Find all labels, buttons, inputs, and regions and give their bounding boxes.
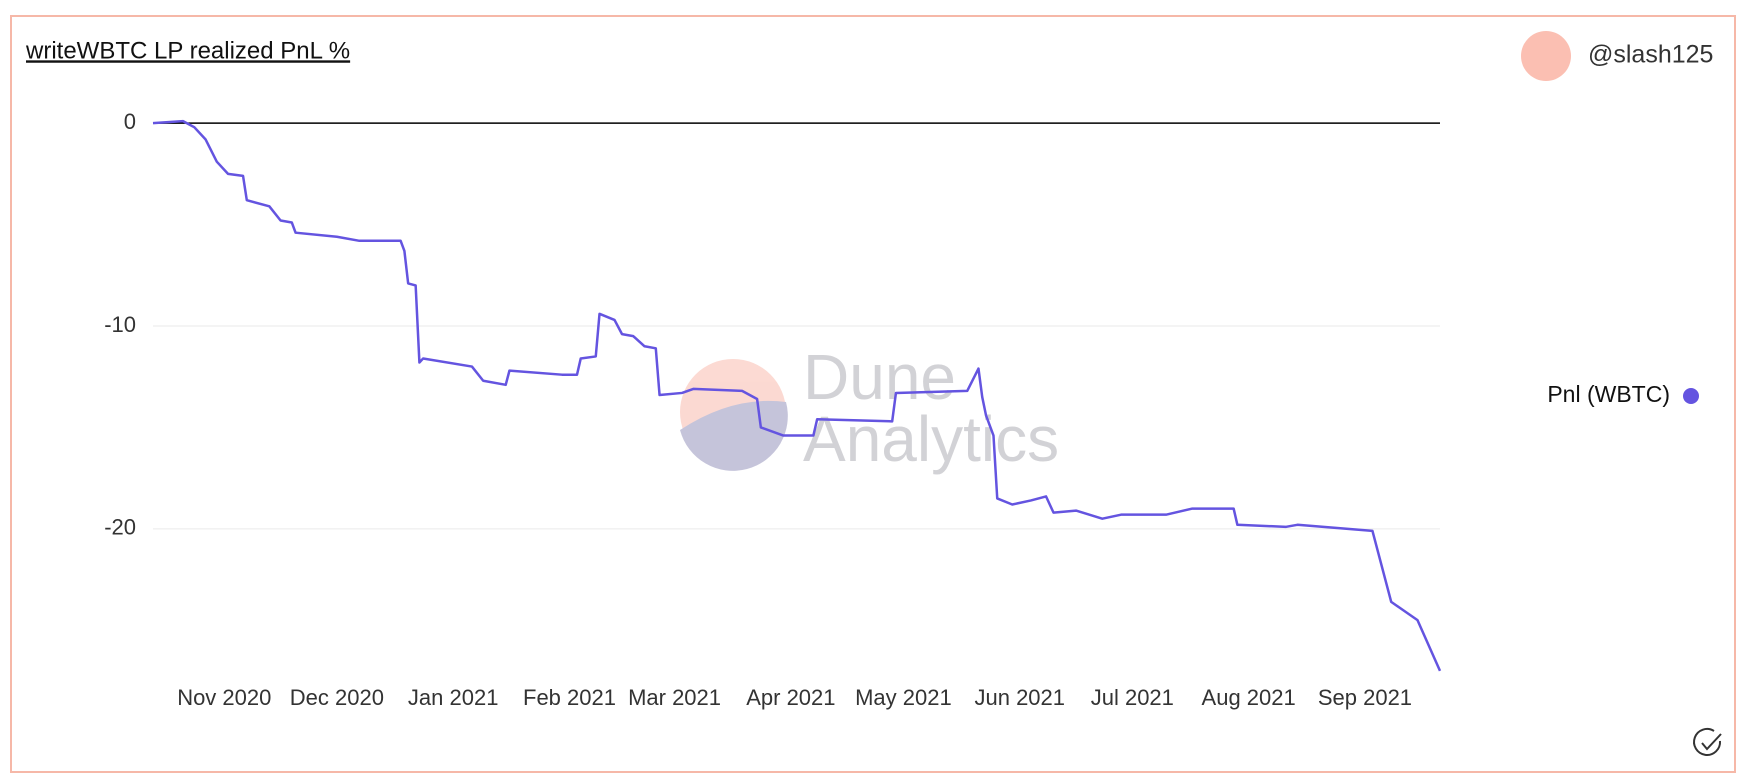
chart-title: writeWBTC LP realized PnL % [25,37,350,64]
y-tick-label: -10 [104,312,136,337]
x-tick-label: Apr 2021 [746,685,835,710]
watermark-logo [680,359,788,471]
x-tick-label: May 2021 [855,685,952,710]
x-tick-label: Aug 2021 [1202,685,1296,710]
y-tick-label: -20 [104,515,136,540]
author: @slash125 [1588,41,1713,69]
y-tick-label: 0 [124,109,136,134]
check-icon [1693,728,1722,756]
series-line [152,119,1442,672]
watermark: Dune [803,341,956,413]
author-avatar [1521,31,1571,81]
x-tick-label: Jun 2021 [974,685,1065,710]
x-tick-label: Feb 2021 [523,685,616,710]
x-tick-label: Sep 2021 [1318,685,1412,710]
x-tick-label: Mar 2021 [628,685,721,710]
x-tick-label: Jul 2021 [1091,685,1174,710]
watermark: Analytics [803,403,1059,475]
x-tick-label: Nov 2020 [177,685,271,710]
legend-marker [1683,388,1699,404]
legend-label: Pnl (WBTC) [1547,381,1670,407]
x-tick-label: Dec 2020 [290,685,384,710]
card-border [10,15,1736,773]
x-tick-label: Jan 2021 [408,685,499,710]
